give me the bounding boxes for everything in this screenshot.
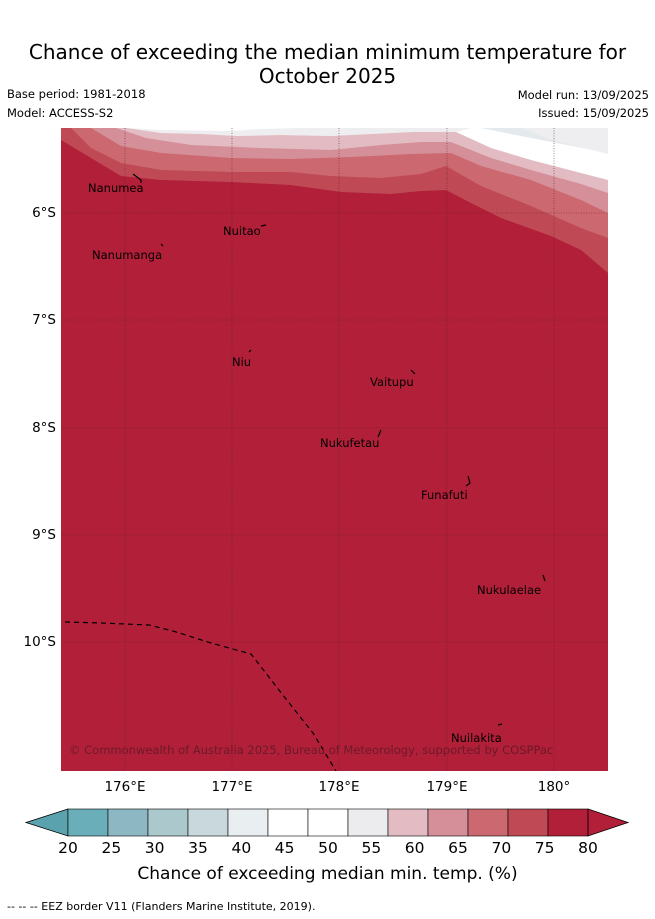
colorbar-over-arrow (587, 808, 630, 837)
place-nuitao: Nuitao (223, 224, 261, 238)
y-tick-label: 6°S (32, 205, 56, 221)
y-tick-label: 7°S (32, 312, 56, 328)
base-period-label: Base period: 1981-2018 (7, 87, 146, 101)
colorbar-tick-label: 30 (144, 839, 165, 857)
title-line-1: Chance of exceeding the median minimum t… (28, 40, 627, 64)
colorbar-tick-label: 50 (318, 839, 338, 857)
colorbar-swatch (307, 808, 349, 837)
colorbar-swatch (67, 808, 109, 837)
colorbar-tick-label: 65 (448, 839, 468, 857)
x-tick-label: 178°E (318, 779, 360, 795)
colorbar-tick-label: 40 (231, 839, 252, 857)
map-canvas (61, 128, 608, 771)
colorbar-swatch (267, 808, 309, 837)
colorbar-swatch (147, 808, 189, 837)
colorbar-tick-label: 45 (274, 839, 295, 857)
graticule (61, 128, 608, 771)
model-run-label: Model run: 13/09/2025 (517, 88, 649, 102)
colorbar-swatch (387, 808, 429, 837)
x-tick-label: 177°E (211, 779, 253, 795)
colorbar-tick-label: 20 (58, 839, 78, 857)
colorbar-tick-label: 35 (188, 839, 208, 857)
colorbar-swatch (347, 808, 389, 837)
colorbar-tick-label: 70 (491, 839, 512, 857)
colorbar-under-arrow (24, 808, 69, 837)
colorbar-swatch (427, 808, 469, 837)
x-tick-label: 179°E (426, 779, 468, 795)
map-title: Chance of exceeding the median minimum t… (0, 40, 655, 88)
colorbar-swatch (107, 808, 149, 837)
place-nanumea: Nanumea (88, 181, 144, 195)
place-nanumanga: Nanumanga (92, 248, 163, 262)
colorbar-tick-label: 75 (534, 839, 555, 857)
colorbar-swatch (187, 808, 229, 837)
x-tick-label: 176°E (104, 779, 146, 795)
y-tick-label: 10°S (23, 634, 57, 650)
colorbar-swatch (227, 808, 269, 837)
model-label: Model: ACCESS-S2 (7, 106, 114, 120)
colorbar-tick-label: 60 (404, 839, 425, 857)
place-nuilakita: Nuilakita (451, 731, 502, 745)
issued-label: Issued: 15/09/2025 (538, 106, 649, 120)
forecast-map: Nanumea Nuitao Nanumanga Niu Vaitupu Nuk… (61, 128, 608, 771)
place-niu: Niu (232, 355, 252, 369)
eez-border (64, 621, 337, 771)
place-vaitupu: Vaitupu (370, 375, 414, 389)
y-tick-label: 9°S (32, 527, 56, 543)
colorbar-tick-label: 25 (101, 839, 122, 857)
band-80 (61, 140, 608, 771)
copyright-notice: © Commonwealth of Australia 2025, Bureau… (69, 743, 554, 757)
colorbar (24, 808, 630, 837)
colorbar-tick-label: 80 (578, 839, 598, 857)
place-nukufetau: Nukufetau (320, 436, 380, 450)
colorbar-title: Chance of exceeding median min. temp. (%… (137, 864, 518, 884)
place-funafuti: Funafuti (421, 488, 468, 502)
place-nukulaelae: Nukulaelae (477, 583, 542, 597)
colorbar-tick-label: 55 (361, 839, 382, 857)
islands (132, 173, 546, 726)
title-line-2: October 2025 (258, 64, 397, 88)
colorbar-swatch (507, 808, 549, 837)
x-tick-label: 180° (537, 779, 571, 795)
colorbar-swatch (547, 808, 589, 837)
y-tick-label: 8°S (32, 420, 56, 436)
eez-footnote: -- -- -- EEZ border V11 (Flanders Marine… (7, 900, 316, 913)
band-55 (61, 128, 608, 154)
colorbar-swatch (467, 808, 509, 837)
